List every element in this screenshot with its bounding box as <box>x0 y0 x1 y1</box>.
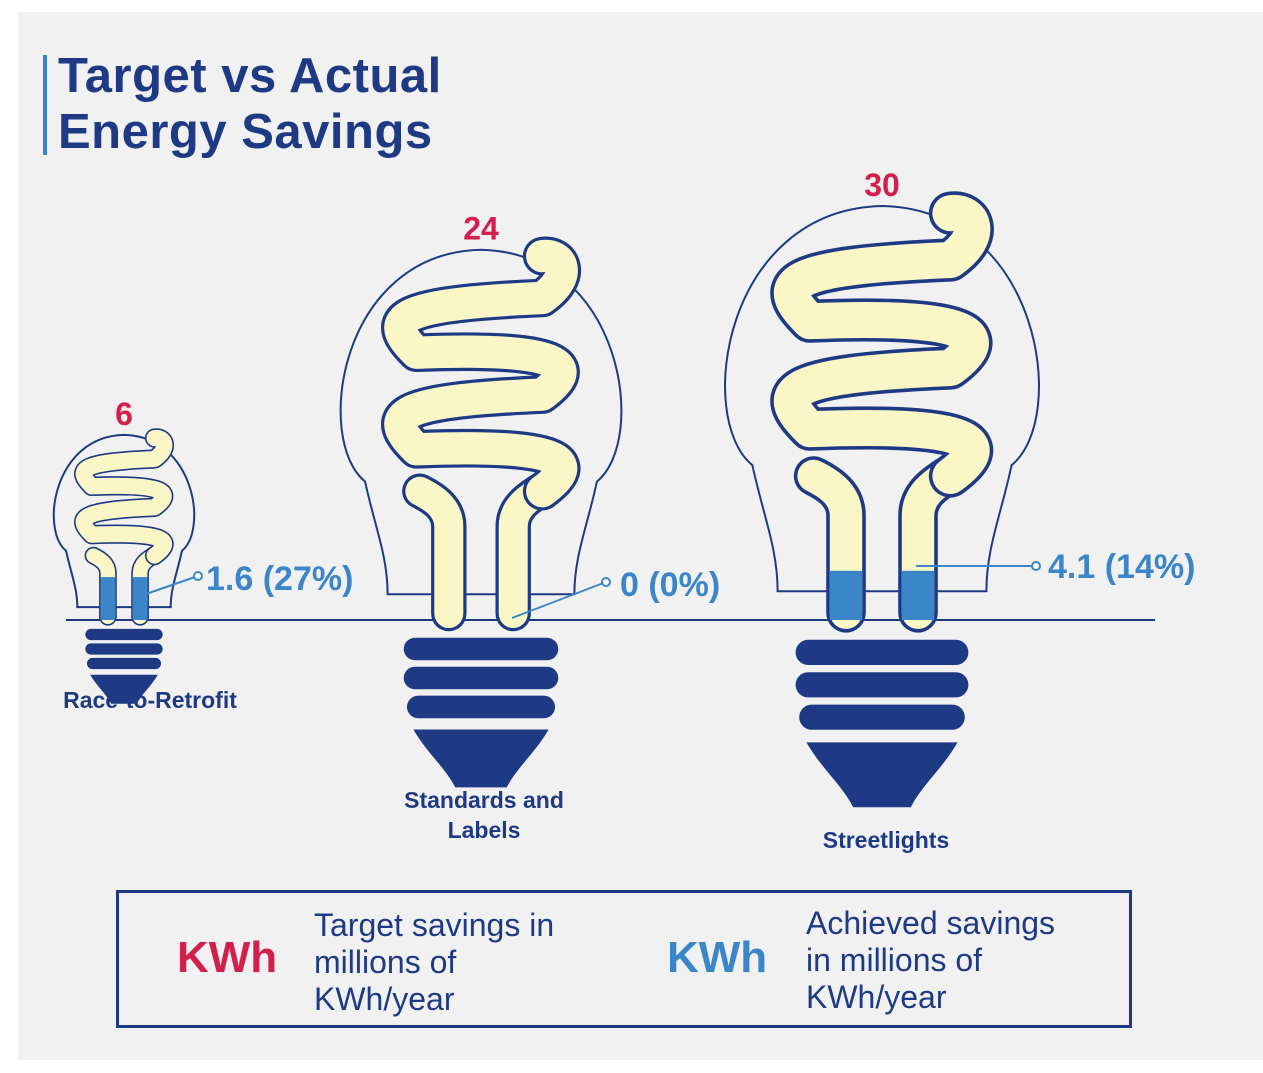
screw-tip <box>90 674 158 704</box>
achieved-leader-dot <box>1031 561 1041 571</box>
achieved-fill <box>829 570 863 620</box>
chart-title: Target vs Actual Energy Savings <box>58 48 442 160</box>
screw-ring <box>86 657 162 670</box>
bulb-0 <box>52 428 196 704</box>
coil <box>75 429 173 564</box>
screw-tip <box>806 742 958 808</box>
coil-leg <box>86 548 116 625</box>
background-panel <box>18 12 1263 1060</box>
category-label: Race-to-Retrofit <box>63 687 237 713</box>
legend-achieved-unit: KWh <box>667 933 768 982</box>
screw-ring <box>795 672 969 698</box>
bulb-1 <box>339 236 623 788</box>
bulb-glass <box>339 248 623 596</box>
achieved-value-label: 0 (0%) <box>620 566 720 604</box>
achieved-leader-line <box>511 581 607 619</box>
coil <box>773 194 991 495</box>
legend-target-unit: KWh <box>177 933 278 982</box>
target-value-label: 30 <box>864 167 900 203</box>
screw-ring <box>795 639 969 665</box>
coil-leg <box>797 459 863 629</box>
bulb-2 <box>724 191 1040 808</box>
legend-achieved-line-3: KWh/year <box>806 979 947 1015</box>
legend-achieved-line-1: Achieved savings <box>806 905 1056 941</box>
bulb-glass <box>724 204 1040 593</box>
coil-leg <box>405 476 464 629</box>
achieved-value-label: 4.1 (14%) <box>1048 548 1195 586</box>
legend-achieved-text: Achieved savings in millions of KWh/year <box>806 905 1055 1016</box>
bulb-glass <box>52 433 196 609</box>
screw-ring <box>406 695 556 719</box>
achieved-fill <box>132 577 148 620</box>
achieved-fill <box>100 577 116 620</box>
legend-target-line-2: millions of <box>314 944 457 980</box>
legend-target-line-3: KWh/year <box>314 981 455 1017</box>
title-accent-bar <box>43 55 47 155</box>
target-value-label: 6 <box>115 396 133 432</box>
achieved-fill <box>901 570 935 620</box>
chart-title-line-1: Target vs Actual <box>58 49 442 103</box>
achieved-leader-dot <box>601 577 611 587</box>
legend-target-line-1: Target savings in <box>314 907 555 943</box>
category-label: Standards and <box>404 787 564 813</box>
achieved-leader-line <box>145 575 199 595</box>
target-value-label: 24 <box>463 211 499 247</box>
screw-ring <box>403 666 559 690</box>
achieved-value-label: 1.6 (27%) <box>206 560 353 598</box>
category-label: Labels <box>448 817 521 843</box>
screw-ring <box>799 704 965 730</box>
coil <box>384 239 578 508</box>
screw-ring <box>403 637 559 661</box>
legend-target-text: Target savings in millions of KWh/year <box>314 907 554 1018</box>
screw-ring <box>85 628 163 641</box>
legend: KWh Target savings in millions of KWh/ye… <box>116 890 1132 1028</box>
screw-ring <box>85 643 163 655</box>
category-label: Streetlights <box>823 827 950 853</box>
chart-title-line-2: Energy Savings <box>58 105 433 159</box>
screw-tip <box>413 729 549 788</box>
achieved-leader-dot <box>193 571 203 581</box>
legend-achieved-line-2: in millions of <box>806 942 983 978</box>
